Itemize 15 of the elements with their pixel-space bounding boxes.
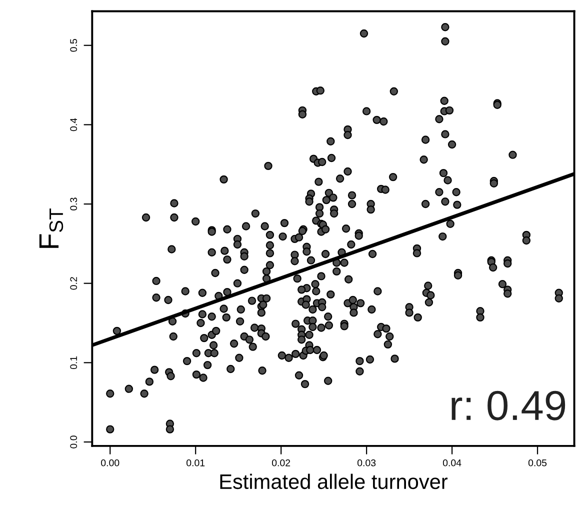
- annotation: r: 0.49: [452, 390, 566, 420]
- x-axis-title: Estimated allele turnover: [220, 474, 448, 490]
- x-tick-label: 0.00: [101, 459, 120, 466]
- y-axis-title: F$_{ST}$: [39, 208, 64, 248]
- y-tick-label: 0.2: [70, 277, 78, 290]
- x-tick-label: 0.04: [442, 459, 462, 466]
- x-tick-label: 0.03: [357, 459, 376, 466]
- x-tick-label: 0.01: [186, 459, 205, 466]
- x-tick-label: 0.02: [272, 459, 290, 466]
- y-tick-label: 0.0: [70, 436, 78, 448]
- y-tick-label: 0.3: [70, 198, 78, 210]
- y-tick-label: 0.5: [70, 39, 78, 52]
- y-tick-label: 0.4: [70, 118, 78, 132]
- y-tick-label: 0.1: [70, 356, 78, 370]
- x-tick-label: 0.05: [528, 459, 547, 466]
